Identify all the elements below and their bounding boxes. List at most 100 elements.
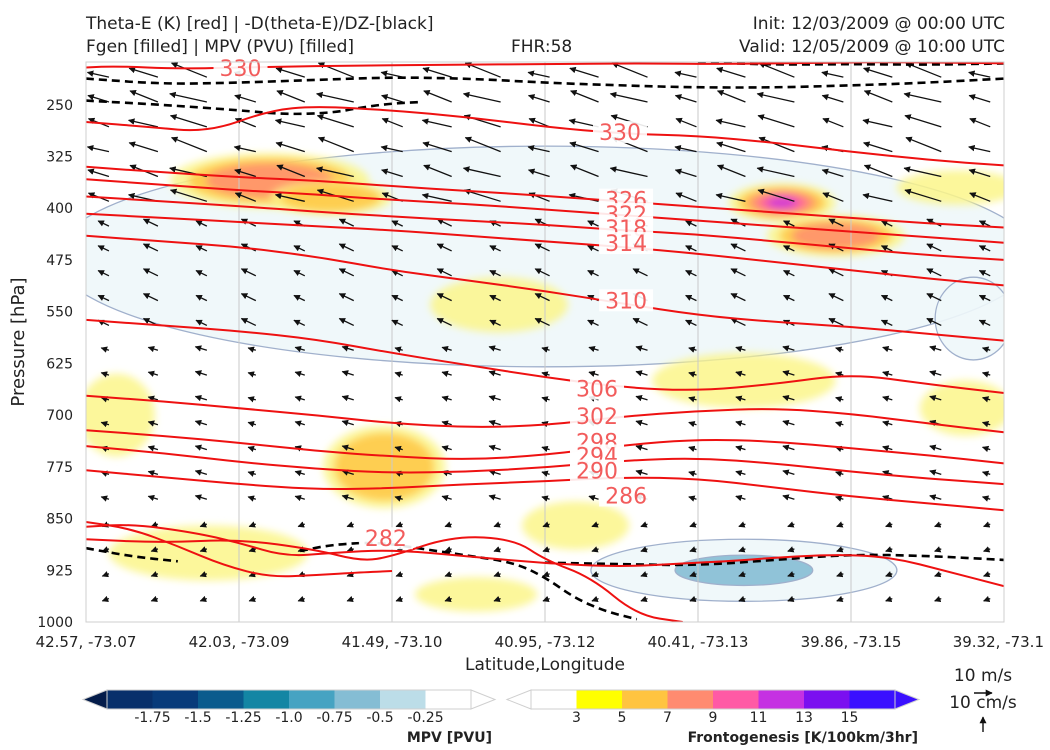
fgen-region-base — [430, 277, 568, 333]
wind-vector — [968, 144, 991, 153]
wind-vector — [715, 192, 746, 202]
theta-e-label-bg — [570, 377, 625, 400]
colorbar-tick-label: -1.75 — [134, 710, 170, 726]
y-tick-label: 850 — [46, 512, 73, 528]
wind-vector — [170, 62, 208, 78]
wind-vector — [100, 495, 110, 502]
wind-vector — [101, 595, 110, 602]
wind-vector — [97, 294, 110, 302]
wind-vector — [756, 91, 795, 103]
wind-vector — [863, 141, 893, 153]
wind-vector — [758, 136, 795, 153]
wind-vector — [782, 395, 795, 402]
wind-vector — [391, 269, 403, 277]
wind-vector — [835, 396, 844, 403]
mpv-region — [934, 276, 1004, 361]
wind-vector — [338, 243, 355, 252]
wind-vector — [147, 345, 159, 353]
wind-vector — [587, 220, 599, 227]
wind-vector — [169, 91, 208, 103]
wind-vector — [317, 136, 354, 153]
wind-vector — [234, 94, 257, 103]
wind-vector — [341, 395, 354, 402]
wind-vector — [836, 546, 844, 553]
theta-e-contour-label: 306 — [576, 378, 618, 403]
wind-vector — [782, 370, 795, 377]
wind-vector — [685, 294, 697, 302]
wind-vector — [588, 494, 599, 502]
wind-vector — [640, 521, 648, 528]
theta-e-contour — [86, 524, 1004, 588]
wind-vector — [294, 395, 305, 402]
wind-vector — [587, 319, 599, 327]
theta-e-contour — [86, 536, 683, 622]
wind-vector — [782, 419, 795, 427]
wind-vector — [488, 345, 501, 352]
theta-e-contour — [86, 318, 1004, 394]
wind-vector — [757, 188, 795, 202]
wind-vector — [983, 546, 991, 553]
wind-vector — [195, 294, 208, 302]
x-tick-label: 40.95, -73.12 — [495, 633, 596, 651]
wind-vector — [316, 114, 354, 128]
colorbar-swatch — [576, 690, 623, 709]
wind-vector — [929, 469, 942, 476]
wind-vector — [828, 218, 844, 227]
x-axis-label: Latitude,Longitude — [465, 655, 625, 675]
wind-vector — [730, 293, 746, 302]
colorbar-tick-label: 9 — [709, 710, 718, 726]
wind-vector — [194, 345, 208, 352]
fgen-region — [86, 373, 155, 457]
theta-e-contour — [86, 429, 1004, 465]
wind-vector — [782, 494, 795, 501]
x-axis-ticks: 42.57, -73.07 42.03, -73.09 41.49, -73.10 4… — [36, 633, 1044, 651]
init-time-label: Init: 12/03/2009 @ 00:00 UTC — [752, 14, 1005, 34]
wind-vector — [685, 269, 697, 277]
wind-vector — [934, 521, 942, 528]
wind-vector — [934, 546, 942, 553]
wind-vector — [240, 317, 257, 327]
colorbar-extend-right — [470, 689, 497, 710]
wind-vector — [240, 293, 257, 302]
wind-vector — [969, 117, 991, 128]
wind-vector — [738, 595, 746, 602]
wind-vector — [981, 495, 991, 502]
wind-vector — [588, 370, 599, 377]
wind-vector — [493, 546, 501, 553]
wind-vector — [169, 188, 208, 202]
wind-vector — [835, 346, 844, 353]
wind-vector — [542, 521, 550, 528]
wind-vector — [527, 70, 550, 78]
wind-vector — [983, 521, 991, 528]
fgen-region — [896, 170, 1004, 205]
wind-vector — [828, 317, 844, 327]
colorbar-tick-label: -1.0 — [275, 710, 302, 726]
wind-vector — [380, 70, 403, 78]
wind-vector — [147, 445, 159, 452]
wind-vector — [716, 164, 746, 178]
wind-vector — [675, 192, 697, 202]
wind-vector — [395, 595, 403, 602]
wind-vector — [127, 118, 159, 128]
wind-vector — [436, 317, 452, 327]
colorbar-swatch — [198, 690, 244, 709]
wind-vector — [489, 319, 501, 327]
wind-vector — [885, 571, 893, 578]
theta-e-contour — [86, 178, 1004, 244]
wind-vector — [247, 371, 257, 378]
wind-vector — [688, 346, 697, 353]
y-tick-label: 475 — [46, 253, 73, 269]
wind-vector — [828, 293, 844, 302]
wind-vector — [86, 70, 110, 78]
wind-vector — [735, 345, 746, 353]
wind-vector — [346, 546, 354, 553]
wind-vector — [294, 345, 305, 353]
wind-vector — [542, 546, 550, 553]
colorbar-swatch — [531, 690, 577, 709]
wind-vector — [488, 419, 501, 427]
wind-vector — [862, 118, 893, 128]
theta-e-contour-label: 286 — [605, 484, 647, 509]
wind-vector — [142, 243, 159, 252]
wind-vector — [489, 245, 501, 252]
wind-vector — [674, 168, 697, 178]
